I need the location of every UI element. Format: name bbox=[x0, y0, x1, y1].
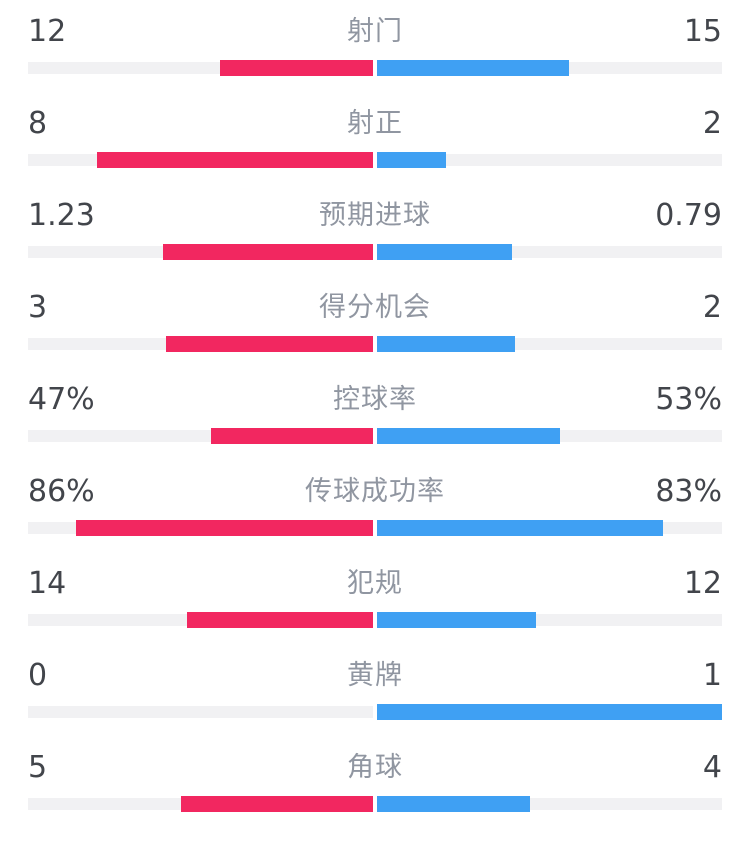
away-bar bbox=[377, 244, 512, 260]
away-value: 12 bbox=[683, 566, 722, 601]
bar-track bbox=[28, 612, 722, 628]
home-value: 0 bbox=[28, 658, 48, 693]
stat-row: 1.23 预期进球 0.79 bbox=[0, 184, 750, 276]
away-value: 4 bbox=[702, 750, 722, 785]
bar-track-left bbox=[28, 706, 373, 718]
bar-track-right bbox=[377, 152, 722, 168]
stat-label: 控球率 bbox=[333, 384, 417, 415]
home-bar bbox=[97, 152, 373, 168]
stat-row: 47% 控球率 53% bbox=[0, 368, 750, 460]
away-value: 83% bbox=[655, 474, 722, 509]
bar-track bbox=[28, 336, 722, 352]
bar-track bbox=[28, 60, 722, 76]
bar-track-left bbox=[28, 336, 373, 352]
stat-row-header: 5 角球 4 bbox=[28, 748, 722, 788]
away-value: 2 bbox=[702, 290, 722, 325]
home-value: 47% bbox=[28, 382, 95, 417]
bar-track bbox=[28, 796, 722, 812]
stat-row: 8 射正 2 bbox=[0, 92, 750, 184]
home-value: 3 bbox=[28, 290, 48, 325]
bar-track bbox=[28, 244, 722, 260]
bar-track bbox=[28, 428, 722, 444]
bar-track-right bbox=[377, 612, 722, 628]
bar-track-right bbox=[377, 704, 722, 720]
stat-row-header: 8 射正 2 bbox=[28, 104, 722, 144]
home-bar bbox=[210, 428, 373, 444]
away-value: 15 bbox=[683, 14, 722, 49]
stat-row: 86% 传球成功率 83% bbox=[0, 460, 750, 552]
bar-track-left bbox=[28, 520, 373, 536]
away-value: 53% bbox=[655, 382, 722, 417]
stat-label: 犯规 bbox=[347, 568, 403, 599]
stat-row: 12 射门 15 bbox=[0, 0, 750, 92]
bar-track-right bbox=[377, 520, 722, 536]
away-bar bbox=[377, 60, 569, 76]
bar-track-right bbox=[377, 336, 722, 352]
home-bar bbox=[162, 244, 373, 260]
bar-track bbox=[28, 520, 722, 536]
stat-row: 3 得分机会 2 bbox=[0, 276, 750, 368]
home-bar bbox=[76, 520, 373, 536]
bar-track bbox=[28, 152, 722, 168]
away-bar bbox=[377, 704, 722, 720]
stat-label: 得分机会 bbox=[319, 292, 431, 323]
home-bar bbox=[181, 796, 373, 812]
bar-track-left bbox=[28, 244, 373, 260]
stat-row-header: 3 得分机会 2 bbox=[28, 288, 722, 328]
home-value: 14 bbox=[28, 566, 67, 601]
bar-track-left bbox=[28, 428, 373, 444]
bar-track-right bbox=[377, 796, 722, 812]
home-value: 5 bbox=[28, 750, 48, 785]
home-bar bbox=[187, 612, 373, 628]
home-value: 8 bbox=[28, 106, 48, 141]
bar-track-right bbox=[377, 60, 722, 76]
stat-row-header: 1.23 预期进球 0.79 bbox=[28, 196, 722, 236]
bar-track-right bbox=[377, 244, 722, 260]
stat-row-header: 0 黄牌 1 bbox=[28, 656, 722, 696]
away-bar bbox=[377, 612, 537, 628]
stat-label: 黄牌 bbox=[347, 660, 403, 691]
away-value: 1 bbox=[702, 658, 722, 693]
bar-track-left bbox=[28, 796, 373, 812]
away-value: 0.79 bbox=[655, 198, 722, 233]
stat-row-header: 14 犯规 12 bbox=[28, 564, 722, 604]
away-value: 2 bbox=[702, 106, 722, 141]
home-value: 86% bbox=[28, 474, 95, 509]
bar-track bbox=[28, 704, 722, 720]
stat-row: 0 黄牌 1 bbox=[0, 644, 750, 736]
home-value: 1.23 bbox=[28, 198, 95, 233]
stat-label: 射正 bbox=[347, 108, 403, 139]
stat-row: 14 犯规 12 bbox=[0, 552, 750, 644]
bar-track-right bbox=[377, 428, 722, 444]
stat-row-header: 86% 传球成功率 83% bbox=[28, 472, 722, 512]
away-bar bbox=[377, 796, 531, 812]
bar-track-left bbox=[28, 612, 373, 628]
stat-row-header: 12 射门 15 bbox=[28, 12, 722, 52]
away-bar bbox=[377, 428, 560, 444]
away-bar bbox=[377, 336, 515, 352]
stat-label: 角球 bbox=[347, 752, 403, 783]
home-value: 12 bbox=[28, 14, 67, 49]
stat-label: 预期进球 bbox=[319, 200, 431, 231]
away-bar bbox=[377, 152, 446, 168]
stat-row: 5 角球 4 bbox=[0, 736, 750, 828]
stat-label: 射门 bbox=[347, 16, 403, 47]
bar-track-left bbox=[28, 60, 373, 76]
home-bar bbox=[166, 336, 373, 352]
away-bar bbox=[377, 520, 664, 536]
stat-row-header: 47% 控球率 53% bbox=[28, 380, 722, 420]
stat-label: 传球成功率 bbox=[305, 476, 445, 507]
bar-track-left bbox=[28, 152, 373, 168]
home-bar bbox=[219, 60, 373, 76]
